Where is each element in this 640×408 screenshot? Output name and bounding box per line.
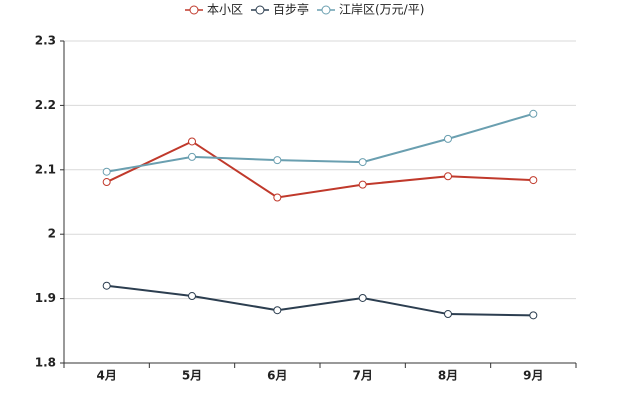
x-tick-label: 7月 — [352, 369, 372, 383]
y-tick-label: 2.3 — [35, 34, 56, 48]
point — [102, 178, 111, 187]
legend-label: 百步亭 — [273, 2, 309, 17]
x-tick-label: 4月 — [96, 369, 116, 383]
point — [529, 109, 538, 118]
x-tick-label: 9月 — [523, 369, 543, 383]
point — [188, 152, 196, 161]
point — [188, 292, 196, 301]
point — [273, 193, 282, 202]
point — [444, 310, 452, 319]
legend-label: 江岸区(万元/平) — [339, 3, 424, 17]
legend-marker — [321, 5, 331, 15]
y-tick-label: 2.2 — [35, 98, 56, 112]
x-tick-label: 8月 — [438, 369, 458, 383]
point — [358, 293, 367, 302]
point — [102, 281, 111, 290]
point — [358, 158, 367, 167]
legend-label: 本小区 — [207, 3, 243, 17]
y-tick-label: 1.8 — [35, 356, 56, 370]
legend-marker — [189, 5, 199, 15]
point — [444, 134, 452, 143]
x-tick-label: 6月 — [267, 369, 287, 383]
point — [273, 306, 282, 315]
series-line — [106, 112, 534, 173]
x-tick-label: 5月 — [182, 369, 202, 383]
point — [102, 167, 111, 176]
point — [273, 156, 282, 165]
series-line — [106, 284, 534, 317]
point — [529, 176, 538, 185]
point — [529, 311, 538, 320]
y-tick-label: 2 — [48, 227, 56, 241]
y-tick-label: 2.1 — [35, 162, 56, 176]
point — [188, 137, 196, 146]
legend-marker — [255, 5, 265, 15]
y-tick-label: 1.9 — [35, 291, 56, 305]
series-line — [106, 140, 534, 199]
point — [358, 180, 367, 189]
point — [444, 172, 452, 181]
